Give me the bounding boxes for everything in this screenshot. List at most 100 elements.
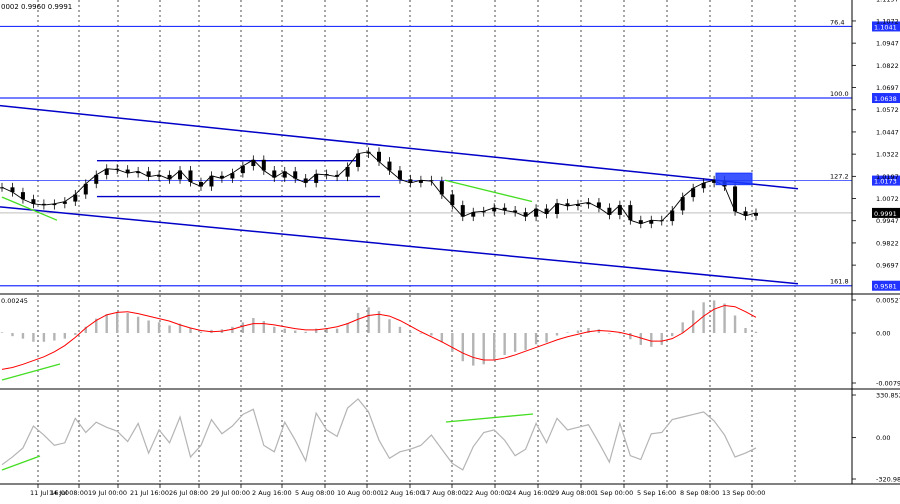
candle-body — [712, 180, 717, 183]
macd-bar — [587, 328, 590, 334]
macd-bar — [11, 333, 14, 337]
macd-bar — [461, 333, 464, 362]
candle-body — [481, 211, 486, 213]
divergence-macd — [1, 363, 61, 381]
x-tick-label: 12 Aug 16:00 — [380, 489, 424, 497]
candle-body — [701, 182, 706, 189]
candle-body — [52, 203, 57, 206]
candle-body — [261, 159, 266, 171]
channel-upper-line — [0, 104, 799, 190]
price-tick-label: 1.1072 — [876, 17, 899, 25]
candle-body — [73, 194, 78, 202]
cci-line — [1, 398, 757, 471]
x-tick-label: 22 Aug 00:00 — [465, 489, 509, 497]
macd-bar — [440, 333, 444, 343]
macd-bar — [660, 333, 663, 345]
x-tick-label: 14 Jul 08:00 — [49, 489, 88, 497]
x-tick-label: 5 Aug 08:00 — [295, 489, 335, 497]
macd-bar — [241, 322, 245, 334]
candle-body — [575, 204, 580, 206]
macd-bar — [335, 328, 339, 334]
macd-bar — [754, 331, 758, 334]
x-tick-label: 29 Jul 00:00 — [211, 489, 250, 497]
highlight-box — [715, 172, 753, 186]
candle-body — [680, 197, 685, 211]
macd-signal-line — [1, 304, 757, 370]
macd-title: 0.00245 — [1, 297, 28, 305]
price-tick-label: 0.9822 — [876, 239, 899, 247]
candle-body — [345, 166, 350, 177]
macd-bar — [524, 333, 527, 350]
candle-body — [418, 180, 423, 183]
fibonacci-levels: 76.4 1.1041 100.0 1.0638 127.2 1.0173 161.8 0.9… — [0, 18, 900, 291]
macd-bar — [398, 326, 402, 334]
candle-body — [20, 192, 25, 200]
candle-body — [83, 183, 88, 195]
candle-body — [733, 186, 738, 212]
cci-panel — [1, 398, 757, 471]
price-close-line — [1, 151, 757, 225]
candle-body — [743, 211, 748, 216]
macd-bar — [84, 326, 87, 334]
x-tick-label: 29 Aug 08:00 — [551, 489, 595, 497]
candle-body — [555, 203, 560, 214]
macd-bar — [168, 325, 171, 334]
price-tick-label: 1.0947 — [876, 40, 899, 48]
macd-bar — [430, 333, 433, 336]
candle-body — [460, 205, 465, 217]
channel-lower-line — [0, 206, 799, 285]
macd-tick-label: 0.00527 — [876, 297, 900, 305]
candle-body — [251, 159, 256, 167]
macd-bar — [346, 322, 349, 334]
macd-bar — [367, 307, 370, 334]
trend-channel — [0, 104, 799, 285]
macd-bar — [534, 333, 538, 345]
ohlc-header: 0002 0.9960 0.9991 — [1, 3, 72, 11]
candle-body — [377, 151, 381, 162]
candle-body — [439, 181, 444, 195]
x-tick-label: 17 Aug 08:00 — [422, 489, 466, 497]
macd-bar — [691, 310, 695, 334]
macd-bar — [702, 302, 705, 334]
macd-bar — [451, 333, 454, 352]
candle-body — [303, 178, 308, 183]
candle-body — [293, 171, 298, 179]
macd-bar — [252, 317, 255, 334]
candle-body — [397, 170, 402, 180]
macd-bar — [147, 320, 150, 334]
price-tick-label: 1.0447 — [876, 128, 899, 136]
candle-body — [188, 170, 193, 183]
fib-price-tag — [872, 93, 900, 104]
macd-bar — [53, 333, 56, 341]
macd-bar — [744, 328, 747, 334]
macd-bar — [482, 333, 485, 365]
candle-body — [408, 179, 413, 183]
macd-bar — [513, 333, 517, 352]
candle-body — [754, 212, 758, 216]
range-box — [97, 160, 380, 198]
x-tick-label: 2 Aug 16:00 — [252, 489, 292, 497]
candle-body — [502, 207, 507, 211]
macd-bar — [199, 331, 203, 334]
macd-bar — [178, 323, 182, 334]
candle-body — [282, 171, 287, 178]
macd-bar — [189, 328, 192, 334]
current-price-label: 0.9991 — [874, 210, 897, 218]
candle-body — [335, 174, 340, 177]
macd-bar — [681, 322, 684, 334]
price-tick-label: 1.0072 — [876, 195, 899, 203]
candle-body — [586, 202, 591, 205]
candle-body — [492, 207, 497, 212]
macd-bar — [597, 329, 601, 334]
x-tick-label: 10 Aug 00:00 — [337, 489, 381, 497]
candle-body — [638, 220, 643, 224]
macd-tick-label: 0.00 — [876, 330, 890, 338]
candle-body — [628, 205, 633, 221]
candle-body — [314, 174, 319, 183]
macd-bar — [472, 333, 475, 366]
candle-body — [691, 188, 696, 198]
candle-body — [523, 212, 528, 217]
macd-bar — [377, 311, 381, 334]
